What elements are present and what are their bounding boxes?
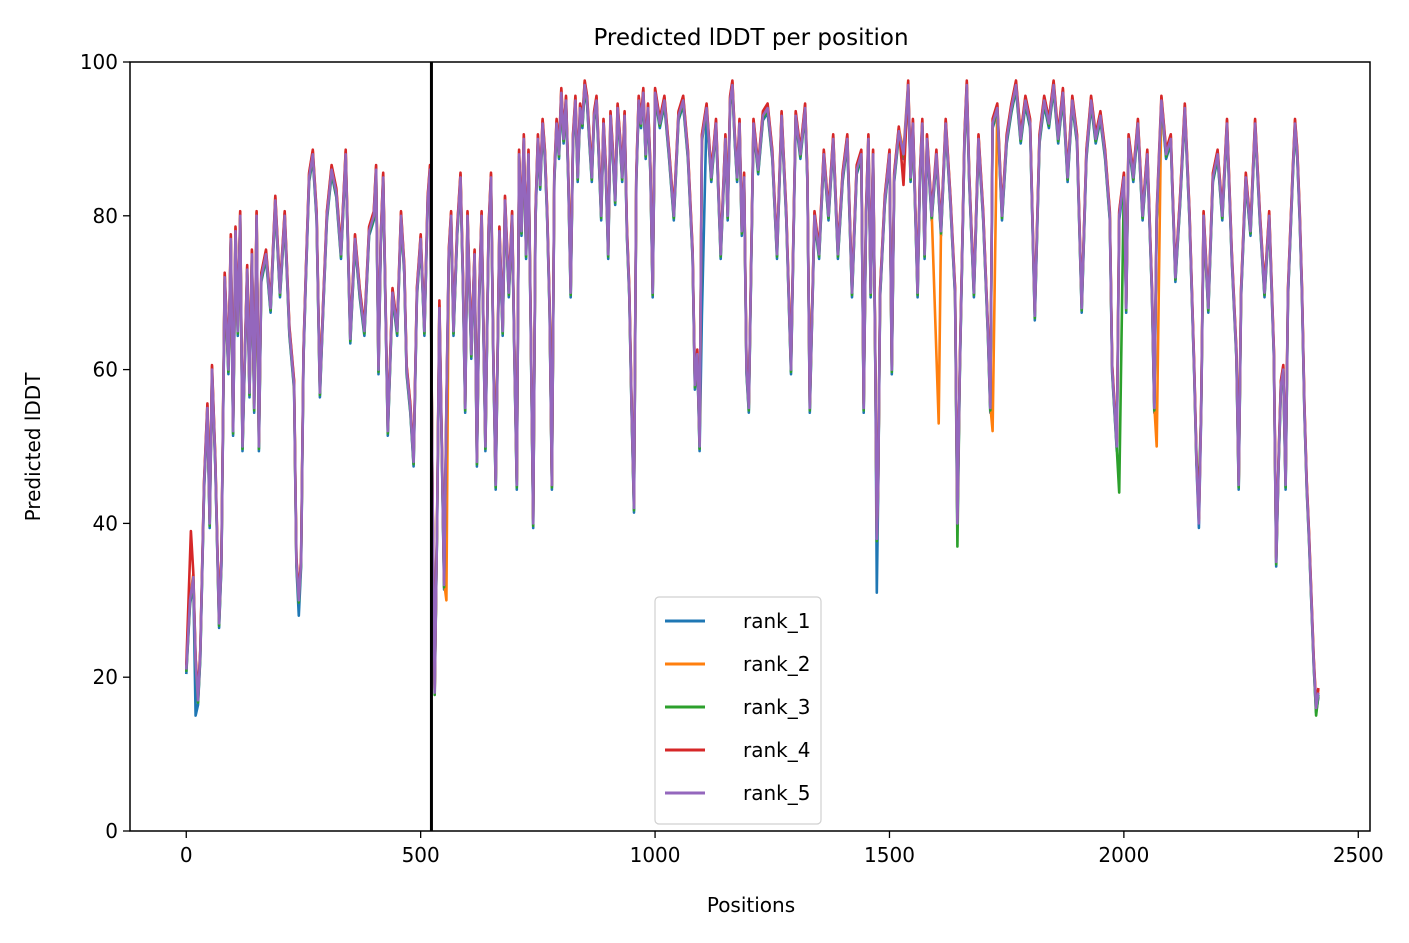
legend-label: rank_2 xyxy=(743,652,810,676)
x-axis-ticks: 0 500 1000 1500 2000 2500 xyxy=(180,831,1384,867)
x-tick-label: 2500 xyxy=(1333,843,1384,867)
y-tick-label: 0 xyxy=(105,819,118,843)
x-tick-label: 500 xyxy=(402,843,440,867)
x-tick-label: 2000 xyxy=(1098,843,1149,867)
legend-box xyxy=(654,596,822,825)
plot-frame xyxy=(129,61,1371,832)
x-tick-label: 0 xyxy=(180,843,193,867)
y-tick-label: 20 xyxy=(93,665,118,689)
chart-title: Predicted lDDT per position xyxy=(593,25,908,51)
x-tick-label: 1500 xyxy=(864,843,915,867)
legend-label: rank_4 xyxy=(743,738,810,762)
y-tick-label: 100 xyxy=(80,50,118,74)
y-tick-label: 80 xyxy=(93,204,118,228)
series-line-rank_5 xyxy=(185,83,1320,710)
x-axis-label: Positions xyxy=(707,893,795,917)
x-tick-label: 1000 xyxy=(630,843,681,867)
legend-label: rank_1 xyxy=(743,609,810,633)
y-tick-label: 60 xyxy=(93,358,118,382)
legend: rank_1 rank_2 rank_3 rank_4 rank_5 xyxy=(654,596,822,825)
y-axis-ticks: 0 20 40 60 80 100 xyxy=(80,50,130,843)
legend-label: rank_3 xyxy=(743,695,810,719)
y-tick-label: 40 xyxy=(93,511,118,535)
y-axis-label: Predicted lDDT xyxy=(21,372,45,522)
plot-lines xyxy=(185,62,1320,831)
legend-label: rank_5 xyxy=(743,781,810,805)
